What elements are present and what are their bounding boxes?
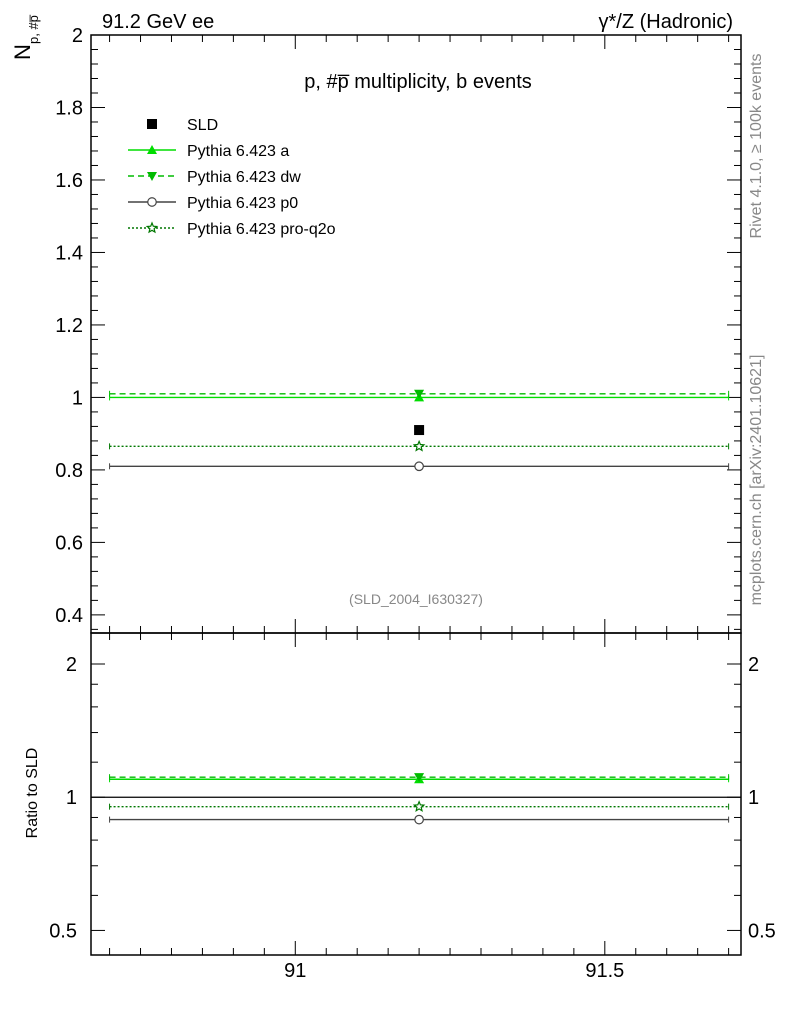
legend-item-sld: SLD — [147, 117, 218, 134]
y-tick-label: 1.6 — [55, 170, 83, 192]
y-label-subscript: p, #p̅ — [26, 15, 41, 44]
x-tick-labels: 91 91.5 — [284, 960, 624, 982]
ratio-plot-frame — [90, 632, 742, 956]
ratio-y-axis-label: Ratio to SLD — [24, 748, 41, 839]
main-axis-ticks: 0.4 0.6 0.8 1 1.2 1.4 1.6 1.8 2 — [55, 25, 741, 633]
legend-swatch-marker — [147, 197, 157, 207]
legend-label: SLD — [187, 117, 218, 134]
ratio-y-tick-label-right: 0.5 — [748, 920, 776, 942]
main-point-pythia-6-423-pro-q2o — [412, 439, 426, 452]
header-left-label: 91.2 GeV ee — [102, 11, 214, 33]
ratio-y-tick-label: 0.5 — [49, 920, 77, 942]
mcplots-label: mcplots.cern.ch [arXiv:2401.10621] — [748, 355, 765, 606]
main-point-pythia-6-423-dw — [414, 389, 425, 399]
legend-item-pythia-6-423-a: Pythia 6.423 a — [128, 143, 289, 160]
header-right-label: γ*/Z (Hadronic) — [599, 11, 733, 33]
legend-swatch-marker — [147, 119, 157, 129]
legend-label: Pythia 6.423 dw — [187, 169, 301, 186]
y-tick-label: 0.6 — [55, 532, 83, 554]
ratio-y-tick-label: 1 — [66, 787, 77, 809]
legend-swatch-marker — [145, 221, 159, 234]
y-tick-label: 1 — [72, 387, 83, 409]
ratio-point-pythia-6-423-p0 — [414, 814, 424, 825]
legend-item-pythia-6-423-dw: Pythia 6.423 dw — [128, 169, 301, 186]
y-tick-label: 2 — [72, 25, 83, 47]
ratio-axis-ticks: 0.5 0.5 1 1 2 2 — [49, 633, 776, 955]
legend-label: Pythia 6.423 a — [187, 143, 289, 160]
ratio-point-pythia-6-423-pro-q2o — [412, 800, 426, 812]
main-plot-panel: 0.4 0.6 0.8 1 1.2 1.4 1.6 1.8 2 p, #p̅ multiplic… — [55, 25, 742, 634]
legend-label: Pythia 6.423 pro-q2o — [187, 221, 336, 238]
ratio-y-tick-label: 2 — [66, 654, 77, 676]
legend: SLD Pythia 6.423 a Pythia 6.423 dw Pythia 6… — [128, 117, 336, 238]
y-tick-label: 0.4 — [55, 605, 83, 627]
y-tick-label: 0.8 — [55, 460, 83, 482]
analysis-watermark: (SLD_2004_I630327) — [349, 591, 483, 607]
x-tick-label: 91 — [284, 960, 306, 982]
chart-title: p, #p̅ multiplicity, b events — [304, 71, 532, 93]
main-point-sld — [414, 425, 425, 436]
x-tick-label: 91.5 — [585, 960, 624, 982]
legend-item-pythia-6-423-pro-q2o: Pythia 6.423 pro-q2o — [128, 221, 336, 238]
ratio-y-tick-label-right: 1 — [748, 787, 759, 809]
main-point-pythia-6-423-p0 — [414, 461, 424, 472]
y-tick-label: 1.8 — [55, 97, 83, 119]
main-y-axis-label: N p, #p̅ — [10, 15, 41, 60]
legend-label: Pythia 6.423 p0 — [187, 195, 298, 212]
y-tick-label: 1.4 — [55, 242, 83, 264]
main-series-markers — [412, 389, 426, 472]
ratio-point-pythia-6-423-dw — [414, 773, 425, 783]
ratio-series-markers — [412, 773, 426, 825]
ratio-plot-panel: 0.5 0.5 1 1 2 2 — [49, 632, 776, 956]
y-label-symbol: N — [10, 44, 35, 60]
legend-item-pythia-6-423-p0: Pythia 6.423 p0 — [128, 195, 298, 212]
legend-swatch-marker — [147, 145, 157, 154]
ratio-y-tick-label-right: 2 — [748, 654, 759, 676]
rivet-version-label: Rivet 4.1.0, ≥ 100k events — [748, 54, 765, 239]
legend-swatch-marker — [147, 172, 157, 181]
y-tick-label: 1.2 — [55, 315, 83, 337]
